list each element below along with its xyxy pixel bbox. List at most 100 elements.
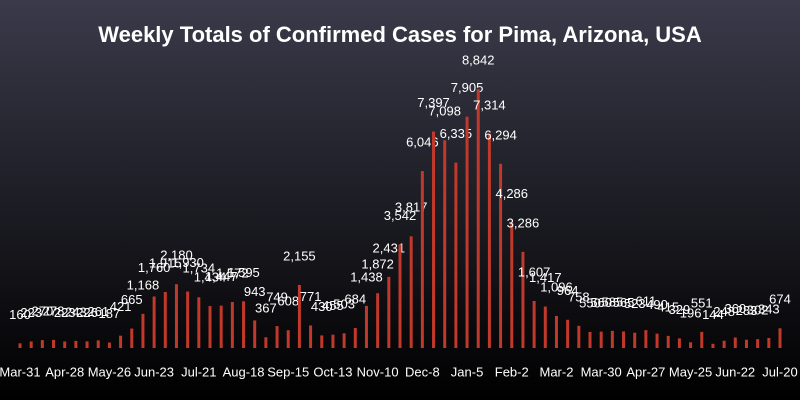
x-tick-label: Nov-10: [357, 364, 399, 379]
x-tick-label: Jun-23: [134, 364, 174, 379]
bar: [689, 342, 693, 348]
bar: [364, 305, 368, 348]
value-label: 560: [590, 295, 612, 310]
x-tick-label: Dec-8: [405, 364, 440, 379]
bar: [733, 337, 737, 348]
bar: [197, 297, 201, 348]
value-label: 1,434: [194, 269, 227, 284]
bar: [286, 330, 290, 348]
x-tick-label: Oct-13: [313, 364, 352, 379]
value-label: 3,286: [507, 215, 540, 230]
bar: [599, 331, 603, 348]
x-tick-label: Jul-20: [762, 364, 797, 379]
value-label: 503: [333, 297, 355, 312]
bar: [700, 331, 704, 348]
value-label: 243: [65, 304, 87, 319]
value-label: 585: [602, 294, 624, 309]
value-label: 3,542: [384, 208, 417, 223]
value-label: 283: [736, 303, 758, 318]
bar: [722, 340, 726, 348]
value-label: 490: [646, 297, 668, 312]
bar: [420, 171, 424, 348]
bar: [644, 330, 648, 348]
value-label: 226: [76, 305, 98, 320]
bar: [96, 340, 100, 348]
value-label: 1,760: [138, 260, 171, 275]
x-tick-label: Apr-27: [626, 364, 665, 379]
bar: [107, 342, 111, 348]
bar: [85, 341, 89, 348]
bar: [130, 328, 134, 348]
bar: [767, 337, 771, 348]
bar: [677, 338, 681, 348]
bar: [633, 332, 637, 348]
x-tick-label: May-26: [88, 364, 131, 379]
bar: [40, 340, 44, 348]
bar: [18, 343, 22, 348]
bar: [208, 306, 212, 348]
value-label: 196: [680, 306, 702, 321]
value-label: 1,447: [205, 269, 238, 284]
x-tick-label: Mar-31: [0, 364, 41, 379]
bar: [476, 89, 480, 348]
bar: [376, 293, 380, 348]
value-label: 674: [769, 292, 791, 307]
chart-title: Weekly Totals of Confirmed Cases for Pim…: [98, 22, 702, 47]
value-label: 964: [557, 283, 579, 298]
bar: [331, 334, 335, 348]
value-label: 1,607: [518, 264, 551, 279]
value-label: 360: [724, 301, 746, 316]
value-label: 684: [344, 291, 366, 306]
bar: [253, 320, 257, 348]
value-label: 771: [300, 289, 322, 304]
value-label: 1,417: [529, 270, 562, 285]
value-label: 6,294: [484, 127, 517, 142]
value-label: 1,572: [216, 265, 249, 280]
value-label: 2,155: [283, 248, 316, 263]
x-tick-label: Apr-28: [45, 364, 84, 379]
bar: [756, 339, 760, 348]
bar: [610, 330, 614, 348]
value-label: 1,096: [540, 279, 573, 294]
value-label: 278: [43, 303, 65, 318]
bar: [744, 339, 748, 348]
value-label: 455: [322, 298, 344, 313]
bar: [119, 335, 123, 348]
bar: [577, 325, 581, 348]
value-label: 421: [110, 299, 132, 314]
value-label: 749: [266, 290, 288, 305]
value-label: 329: [669, 302, 691, 317]
value-label: 302: [747, 303, 769, 318]
bar: [432, 131, 436, 348]
value-label: 551: [691, 295, 713, 310]
bar: [666, 335, 670, 348]
value-label: 550: [579, 295, 601, 310]
bar: [566, 319, 570, 348]
value-label: 430: [311, 299, 333, 314]
bar: [242, 301, 246, 348]
value-label: 1,438: [350, 269, 383, 284]
value-label: 7,098: [428, 104, 461, 119]
value-label: 2,431: [373, 240, 406, 255]
bar: [264, 337, 268, 348]
bar: [454, 162, 458, 348]
bar: [320, 335, 324, 348]
value-label: 367: [255, 301, 277, 316]
value-label: 261: [87, 304, 109, 319]
value-label: 7,314: [473, 97, 506, 112]
value-label: 415: [657, 299, 679, 314]
value-label: 608: [277, 294, 299, 309]
bar: [487, 133, 491, 348]
value-label: 7,905: [451, 80, 484, 95]
bar: [52, 339, 56, 348]
bar: [554, 315, 558, 348]
x-tick-label: Mar-30: [581, 364, 622, 379]
x-tick-label: Sep-15: [267, 364, 309, 379]
value-label: 1,595: [227, 265, 260, 280]
bar: [499, 163, 503, 348]
value-label: 1,168: [127, 277, 160, 292]
value-label: 523: [624, 296, 646, 311]
x-tick-label: May-25: [669, 364, 712, 379]
bar: [297, 284, 301, 348]
value-label: 1,915: [149, 255, 182, 270]
